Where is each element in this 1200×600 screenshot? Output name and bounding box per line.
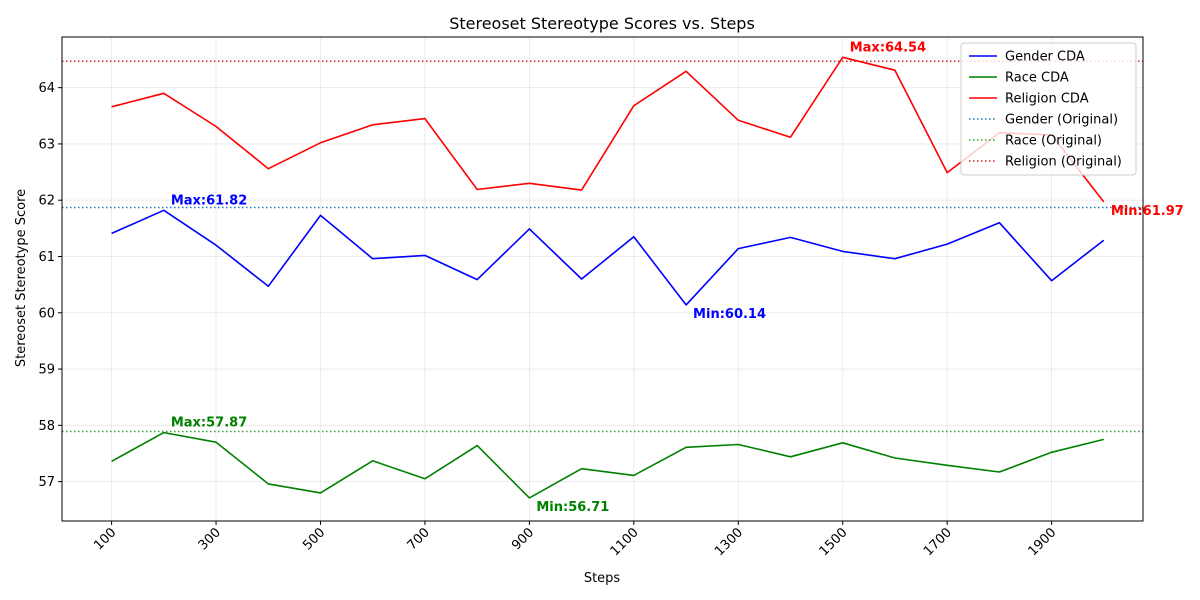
annotation-max-61-82: Max:61.82	[171, 193, 247, 208]
y-tick-label: 57	[38, 475, 55, 490]
annotations: Max:61.82 Min:60.14 Max:57.87 Min:56.71 Max:…	[171, 40, 1184, 515]
y-tick-label: 62	[38, 194, 55, 209]
series-line-race-cda	[111, 431, 1104, 499]
legend-label-religion-original: Religion (Original)	[1005, 155, 1122, 170]
series-line-religion-cda	[111, 56, 1105, 203]
y-axis-label: Stereoset Stereotype Score	[14, 189, 29, 367]
legend-label-race-original: Race (Original)	[1005, 134, 1102, 149]
annotation-max-57-87: Max:57.87	[171, 416, 247, 431]
annotation-min-56-71: Min:56.71	[536, 500, 609, 515]
legend: Gender CDA Race CDA Religion CDA Gender (Or…	[960, 42, 1137, 176]
y-tick-label: 58	[38, 419, 55, 434]
annotation-min-60-14: Min:60.14	[693, 307, 766, 322]
plot-frame	[61, 36, 1144, 522]
y-tick-label: 61	[38, 250, 55, 265]
y-tick-label: 60	[38, 306, 55, 321]
legend-label-gender-cda: Gender CDA	[1005, 50, 1085, 65]
legend-label-religion-cda: Religion CDA	[1005, 92, 1089, 107]
series-lines	[111, 56, 1105, 499]
y-axis-ticks: 57 58 59 60 61 62 63 64	[38, 81, 62, 490]
x-axis-label: Steps	[584, 571, 621, 586]
legend-label-gender-original: Gender (Original)	[1005, 113, 1118, 128]
y-tick-label: 59	[38, 363, 55, 378]
chart-title: Stereoset Stereotype Scores vs. Steps	[449, 14, 755, 33]
legend-label-race-cda: Race CDA	[1005, 71, 1069, 86]
y-tick-label: 63	[38, 137, 55, 152]
series-line-gender-cda	[111, 209, 1105, 306]
annotation-max-64-54: Max:64.54	[850, 40, 926, 55]
y-tick-label: 64	[38, 81, 55, 96]
legend-box	[960, 42, 1137, 176]
annotation-min-61-97: Min:61.97	[1111, 204, 1184, 219]
grid	[62, 37, 1143, 521]
